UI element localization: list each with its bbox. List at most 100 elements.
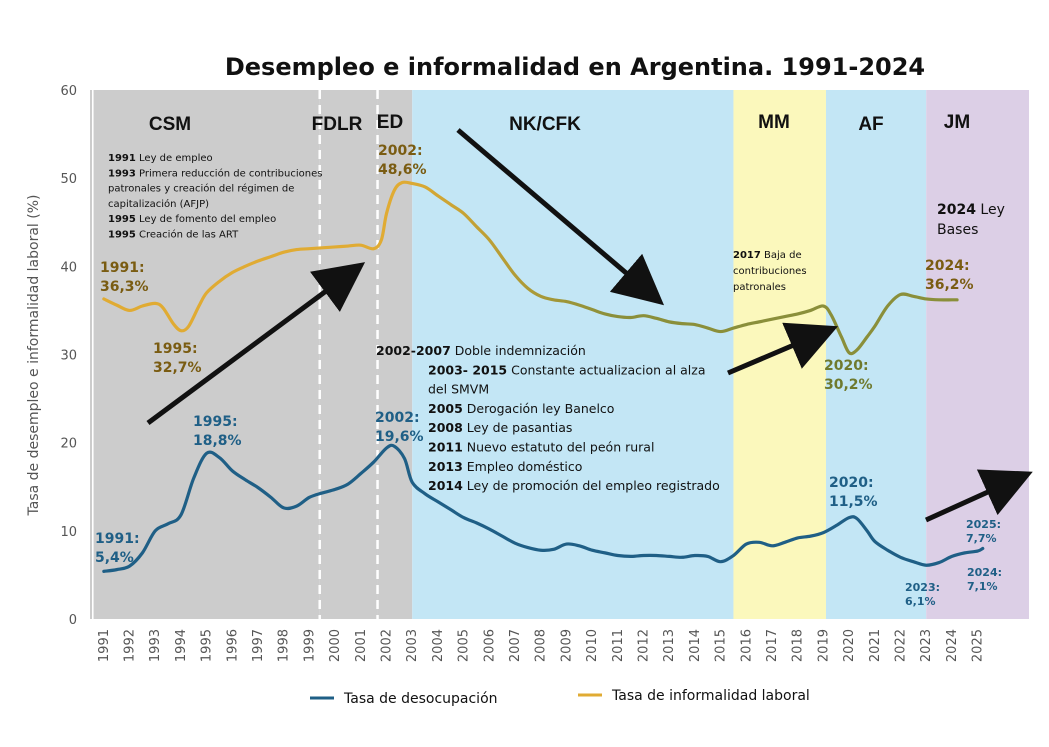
x-tick-label: 2017 bbox=[765, 629, 780, 662]
period-labels: CSM FDLR ED NK/CFK MM AF JM bbox=[149, 112, 970, 135]
annotation-text: Ley de fomento del empleo bbox=[136, 214, 276, 225]
point-label: 2024: bbox=[925, 258, 970, 274]
period-band-3 bbox=[412, 90, 734, 619]
period-label: FDLR bbox=[312, 114, 363, 135]
annotation-year: 2017 bbox=[733, 250, 761, 261]
x-tick-label: 2003 bbox=[405, 629, 420, 662]
x-tick-label: 2006 bbox=[482, 629, 497, 662]
annotation-line: 1995 Ley de fomento del empleo bbox=[108, 214, 276, 225]
series-lines bbox=[102, 180, 985, 573]
x-tick-label: 2005 bbox=[457, 629, 472, 662]
period-band-4 bbox=[733, 90, 826, 619]
annotation-line: capitalización (AFJP) bbox=[108, 198, 209, 210]
annotation-text: Doble indemnización bbox=[451, 343, 586, 358]
x-tick-label: 1995 bbox=[200, 629, 215, 662]
x-tick-label: 2024 bbox=[945, 629, 960, 662]
annotation-text: Constante actualizacion al alza bbox=[507, 362, 705, 377]
annotation-line: 2002-2007 Doble indemnización bbox=[376, 343, 586, 358]
period-band-1 bbox=[319, 90, 378, 619]
point-labels: 1991: 36,3% 1995: 32,7% 2002: 48,6% 2020: 30,2%… bbox=[95, 143, 1002, 608]
policy-annotations: 1991 Ley de empleo 1993 Primera reducción… bbox=[108, 153, 1005, 493]
period-dividers bbox=[318, 90, 379, 619]
series-line-desocupacion bbox=[102, 443, 985, 573]
y-tick-label: 0 bbox=[69, 613, 77, 628]
x-tick-label: 2022 bbox=[894, 629, 909, 662]
period-bands bbox=[93, 90, 1029, 619]
period-label: CSM bbox=[149, 114, 191, 135]
annotation-text: Empleo doméstico bbox=[463, 459, 583, 474]
annotation-year: 1993 bbox=[108, 168, 136, 179]
trend-arrow-0 bbox=[146, 262, 366, 426]
annotation-year: 1995 bbox=[108, 214, 136, 225]
point-label: 1995: bbox=[153, 341, 198, 357]
point-label: 2020: bbox=[829, 475, 874, 491]
point-label: 7,1% bbox=[967, 580, 998, 593]
annotation-line: 1991 Ley de empleo bbox=[108, 153, 213, 164]
period-band-2 bbox=[377, 90, 413, 619]
legend-label: Tasa de informalidad laboral bbox=[611, 688, 810, 704]
annotation-text: Ley de promoción del empleo registrado bbox=[463, 478, 720, 493]
x-tick-label: 2025 bbox=[971, 629, 986, 662]
x-tick-label: 1996 bbox=[225, 629, 240, 662]
annotation-text: capitalización (AFJP) bbox=[108, 198, 209, 210]
chart-title: Desempleo e informalidad en Argentina. 1… bbox=[225, 53, 925, 81]
x-tick-label: 2013 bbox=[662, 629, 677, 662]
period-band-0 bbox=[93, 90, 320, 619]
point-label: 6,1% bbox=[905, 595, 936, 608]
annotation-text: Derogación ley Banelco bbox=[463, 401, 615, 416]
point-label: 2002: bbox=[378, 143, 423, 159]
annotation-year: 1995 bbox=[108, 230, 136, 241]
period-label: AF bbox=[858, 114, 883, 135]
point-label: 19,6% bbox=[375, 429, 424, 445]
period-label: ED bbox=[377, 112, 403, 133]
annotation-line: patronales y creación del régimen de bbox=[108, 183, 294, 195]
annotation-text: Creación de las ART bbox=[136, 229, 239, 241]
annotation-line: 2024 Ley bbox=[937, 202, 1005, 218]
annotation-year: 2013 bbox=[428, 459, 463, 474]
y-tick-label: 10 bbox=[60, 525, 77, 540]
annotation-text: patronales bbox=[733, 282, 786, 293]
annotation-line: 2008 Ley de pasantias bbox=[428, 420, 572, 435]
annotation-line: 2003- 2015 Constante actualizacion al al… bbox=[428, 362, 706, 377]
annotation-line: contribuciones bbox=[733, 266, 807, 277]
period-label: MM bbox=[758, 112, 790, 133]
y-tick-label: 20 bbox=[60, 437, 77, 452]
point-label: 2023: bbox=[905, 581, 940, 594]
series-line-informalidad bbox=[102, 180, 959, 356]
x-tick-label: 2021 bbox=[868, 629, 883, 662]
annotation-line: del SMVM bbox=[428, 382, 489, 397]
y-tick-label: 60 bbox=[60, 84, 77, 99]
point-label: 30,2% bbox=[824, 377, 873, 393]
point-label: 36,3% bbox=[100, 279, 149, 295]
period-band-5 bbox=[825, 90, 927, 619]
point-label: 2002: bbox=[375, 410, 420, 426]
annotation-text: Nuevo estatuto del peón rural bbox=[463, 440, 655, 455]
period-label: JM bbox=[944, 112, 970, 133]
annotation-year: 2002-2007 bbox=[376, 343, 451, 358]
annotation-text: Primera reducción de contribuciones bbox=[136, 167, 323, 179]
x-tick-label: 1992 bbox=[123, 629, 138, 662]
period-band-6 bbox=[926, 90, 1029, 619]
annotation-line: 2011 Nuevo estatuto del peón rural bbox=[428, 440, 654, 455]
point-label: 1991: bbox=[95, 531, 140, 547]
x-tick-label: 2012 bbox=[637, 629, 652, 662]
x-tick-label: 1991 bbox=[97, 629, 112, 662]
point-label: 2020: bbox=[824, 358, 869, 374]
annotation-year: 1991 bbox=[108, 153, 136, 164]
annotation-line: Bases bbox=[937, 222, 978, 238]
annotation-line: 1995 Creación de las ART bbox=[108, 229, 239, 241]
point-label: 2024: bbox=[967, 566, 1002, 579]
annotation-line: 2013 Empleo doméstico bbox=[428, 459, 582, 474]
trend-arrow-3 bbox=[924, 469, 1033, 523]
x-tick-label: 2002 bbox=[380, 629, 395, 662]
period-label: NK/CFK bbox=[509, 114, 581, 135]
x-tick-label: 1993 bbox=[148, 629, 163, 662]
annotation-line: patronales bbox=[733, 282, 786, 293]
x-tick-label: 2019 bbox=[816, 629, 831, 662]
x-tick-label: 1997 bbox=[251, 629, 266, 662]
point-label: 5,4% bbox=[95, 550, 134, 566]
point-label: 2025: bbox=[966, 518, 1001, 531]
point-label: 1991: bbox=[100, 260, 145, 276]
annotation-year: 2003- 2015 bbox=[428, 362, 507, 377]
